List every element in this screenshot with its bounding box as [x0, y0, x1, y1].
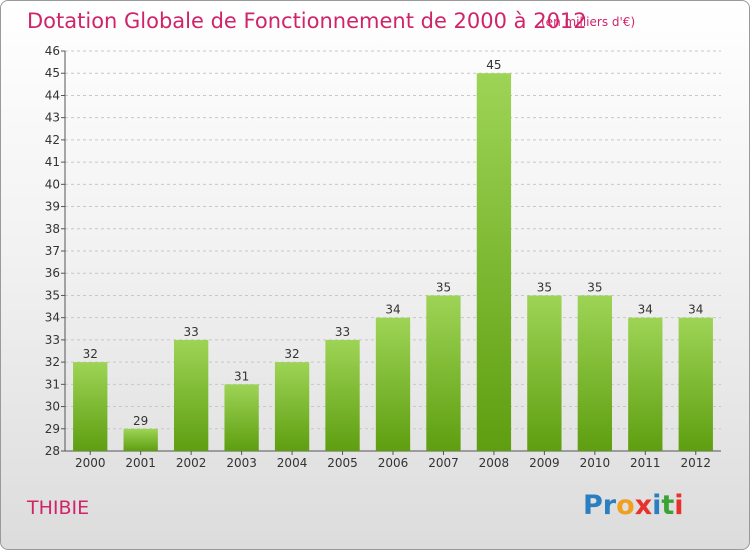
- x-tick-label: 2000: [75, 456, 106, 470]
- y-tick-label: 44: [45, 88, 60, 102]
- bar-value-label: 33: [335, 325, 350, 339]
- y-tick-label: 36: [45, 266, 60, 280]
- y-tick-label: 30: [45, 400, 60, 414]
- y-tick-label: 32: [45, 355, 60, 369]
- y-tick-label: 41: [45, 155, 60, 169]
- bar: [173, 339, 209, 451]
- chart-unit: (en milliers d'€): [541, 15, 636, 29]
- y-tick-label: 35: [45, 288, 60, 302]
- bar-value-label: 45: [486, 58, 501, 72]
- y-tick-label: 28: [45, 444, 60, 458]
- y-tick-label: 46: [45, 44, 60, 58]
- x-tick-label: 2011: [630, 456, 661, 470]
- y-tick-label: 39: [45, 200, 60, 214]
- x-tick-label: 2007: [428, 456, 459, 470]
- bar: [325, 339, 360, 451]
- proxiti-logo[interactable]: Proxiti: [583, 490, 684, 521]
- y-tick-label: 34: [45, 311, 60, 325]
- y-tick-label: 38: [45, 222, 60, 236]
- y-tick-label: 29: [45, 422, 60, 436]
- bar-value-label: 32: [83, 347, 98, 361]
- bar-value-label: 34: [638, 303, 653, 317]
- bar-value-label: 29: [133, 414, 148, 428]
- y-tick-label: 43: [45, 111, 60, 125]
- bar-value-label: 34: [385, 303, 400, 317]
- x-tick-label: 2006: [378, 456, 409, 470]
- bar: [375, 317, 411, 451]
- x-tick-label: 2010: [580, 456, 611, 470]
- bar: [426, 295, 461, 451]
- y-tick-label: 40: [45, 177, 60, 191]
- x-tick-label: 2009: [529, 456, 560, 470]
- bar-value-label: 31: [234, 369, 249, 383]
- bar: [628, 317, 663, 451]
- y-tick-label: 31: [45, 377, 60, 391]
- x-tick-label: 2003: [226, 456, 257, 470]
- bar-value-label: 35: [436, 280, 451, 294]
- x-tick-label: 2005: [327, 456, 358, 470]
- bar: [476, 73, 512, 451]
- labels: 28 29 30 31 32 33 34 35 36 37 38 39 40 41 42 43 44 45 46 32…: [45, 44, 711, 470]
- bar-value-label: 34: [688, 303, 703, 317]
- bar: [577, 295, 613, 451]
- bar: [123, 428, 158, 451]
- y-tick-label: 45: [45, 66, 60, 80]
- x-tick-label: 2008: [479, 456, 510, 470]
- bar-value-label: 35: [537, 280, 552, 294]
- bar: [274, 362, 310, 451]
- y-tick-label: 42: [45, 133, 60, 147]
- x-tick-label: 2012: [680, 456, 711, 470]
- bar-value-label: 33: [184, 325, 199, 339]
- bar-value-label: 35: [587, 280, 602, 294]
- x-tick-label: 2002: [176, 456, 207, 470]
- bar: [527, 295, 562, 451]
- commune-name: THIBIE: [27, 497, 90, 519]
- y-tick-label: 37: [45, 244, 60, 258]
- bars: [73, 73, 713, 451]
- bar: [73, 362, 108, 451]
- x-tick-label: 2004: [277, 456, 308, 470]
- bar: [224, 384, 259, 451]
- chart-title: Dotation Globale de Fonctionnement de 20…: [27, 9, 587, 33]
- bar: [678, 317, 713, 451]
- y-tick-label: 33: [45, 333, 60, 347]
- bar-value-label: 32: [284, 347, 299, 361]
- x-tick-label: 2001: [125, 456, 156, 470]
